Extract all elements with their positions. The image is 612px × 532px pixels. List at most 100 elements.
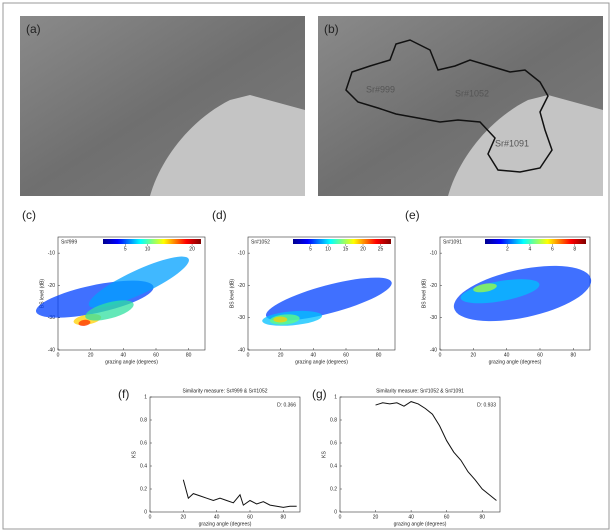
- x-axis-label: grazing angle (degrees): [105, 359, 158, 365]
- colorbar-tick-label: 4: [528, 246, 531, 252]
- y-tick-label: -30: [48, 315, 55, 321]
- y-tick-label: -40: [48, 347, 55, 353]
- colorbar-tick-label: 8: [573, 246, 576, 252]
- density-blob: [273, 316, 288, 323]
- colorbar-tick-label: 5: [309, 246, 312, 252]
- y-tick-label: -30: [430, 315, 437, 321]
- colorbar: [103, 239, 201, 244]
- x-tick-label: 40: [408, 514, 414, 520]
- density-blob: [460, 279, 540, 304]
- x-tick-label: 60: [247, 514, 253, 520]
- y-tick-label: -10: [238, 250, 245, 256]
- x-tick-label: 80: [479, 514, 485, 520]
- annotation: D: 0.366: [277, 402, 296, 408]
- x-tick-label: 40: [121, 352, 127, 358]
- y-tick-label: 0.4: [330, 463, 337, 469]
- y-tick-label: 0.2: [330, 486, 337, 492]
- y-tick-label: 0.8: [330, 417, 337, 423]
- x-tick-label: 20: [88, 352, 94, 358]
- x-tick-label: 20: [181, 514, 187, 520]
- region-label: Sr#1091: [495, 138, 529, 148]
- panel-label: (c): [22, 208, 36, 222]
- colorbar-tick-label: 5: [124, 246, 127, 252]
- y-tick-label: -40: [430, 347, 437, 353]
- y-tick-label: 1: [144, 394, 147, 400]
- annotation: D: 0.933: [477, 402, 496, 408]
- y-axis-label: BS level (dB): [229, 279, 235, 309]
- y-tick-label: 1: [334, 394, 337, 400]
- y-tick-label: 0: [334, 509, 337, 515]
- colorbar-tick-label: 6: [551, 246, 554, 252]
- x-axis-label: grazing angle (degrees): [489, 359, 542, 365]
- image-a: [20, 16, 305, 196]
- panel-label: (e): [405, 208, 420, 222]
- y-tick-label: 0.2: [140, 486, 147, 492]
- x-tick-label: 0: [439, 352, 442, 358]
- x-tick-label: 60: [153, 352, 159, 358]
- colorbar-tick-label: 20: [360, 246, 366, 252]
- y-tick-label: -20: [238, 283, 245, 289]
- x-tick-label: 60: [444, 514, 450, 520]
- panel-label: (a): [26, 22, 41, 36]
- y-tick-label: -10: [430, 250, 437, 256]
- y-tick-label: 0.8: [140, 417, 147, 423]
- colorbar-tick-label: 15: [343, 246, 349, 252]
- x-axis-label: grazing angle (degrees): [295, 359, 348, 365]
- panel-label: (f): [118, 387, 129, 401]
- x-tick-label: 0: [149, 514, 152, 520]
- panel-title: Sr#1091: [443, 239, 462, 245]
- x-tick-label: 60: [343, 352, 349, 358]
- panel-title: Sr#999: [61, 239, 77, 245]
- density-blob: [88, 256, 189, 308]
- y-tick-label: 0.4: [140, 463, 147, 469]
- colorbar-tick-label: 10: [325, 246, 331, 252]
- plot-area: [247, 236, 396, 351]
- x-axis-label: grazing angle (degrees): [394, 521, 447, 527]
- x-tick-label: 40: [504, 352, 510, 358]
- y-tick-label: -30: [238, 315, 245, 321]
- colorbar: [485, 239, 586, 244]
- plot-area: [149, 396, 301, 513]
- panel-title: Sr#1052: [251, 239, 270, 245]
- x-tick-label: 20: [471, 352, 477, 358]
- y-tick-label: -10: [48, 250, 55, 256]
- panel-label: (d): [212, 208, 227, 222]
- x-tick-label: 80: [281, 514, 287, 520]
- density-blob: [265, 277, 392, 321]
- panel-title: Similarity measure: Sr#999 & Sr#1052: [182, 388, 267, 394]
- x-tick-label: 0: [247, 352, 250, 358]
- panel-label: (g): [312, 387, 327, 401]
- y-tick-label: 0.6: [140, 440, 147, 446]
- colorbar-tick-label: 2: [506, 246, 509, 252]
- y-axis-label: BS level (dB): [421, 279, 427, 309]
- x-tick-label: 40: [311, 352, 317, 358]
- plot-area: [439, 236, 591, 351]
- x-tick-label: 20: [373, 514, 379, 520]
- density-blob: [473, 283, 497, 293]
- x-tick-label: 20: [278, 352, 284, 358]
- plot-area: [57, 236, 206, 351]
- colorbar-tick-label: 25: [378, 246, 384, 252]
- x-tick-label: 80: [186, 352, 192, 358]
- panel-title: Similarity measure: Sr#1052 & Sr#1091: [376, 388, 464, 394]
- x-tick-label: 80: [571, 352, 577, 358]
- x-tick-label: 0: [339, 514, 342, 520]
- line: [375, 401, 497, 501]
- y-tick-label: -20: [48, 283, 55, 289]
- x-tick-label: 40: [214, 514, 220, 520]
- density-blob: [78, 319, 91, 326]
- colorbar-tick-label: 10: [145, 246, 151, 252]
- y-tick-label: -20: [430, 283, 437, 289]
- line: [182, 479, 297, 508]
- image-b: [318, 16, 603, 196]
- colorbar-tick-label: 20: [189, 246, 195, 252]
- density-blob: [85, 300, 134, 321]
- y-tick-label: -40: [238, 347, 245, 353]
- y-axis-label: KS: [321, 451, 327, 458]
- plot-area: [339, 396, 501, 513]
- y-tick-label: 0: [144, 509, 147, 515]
- x-axis-label: grazing angle (degrees): [199, 521, 252, 527]
